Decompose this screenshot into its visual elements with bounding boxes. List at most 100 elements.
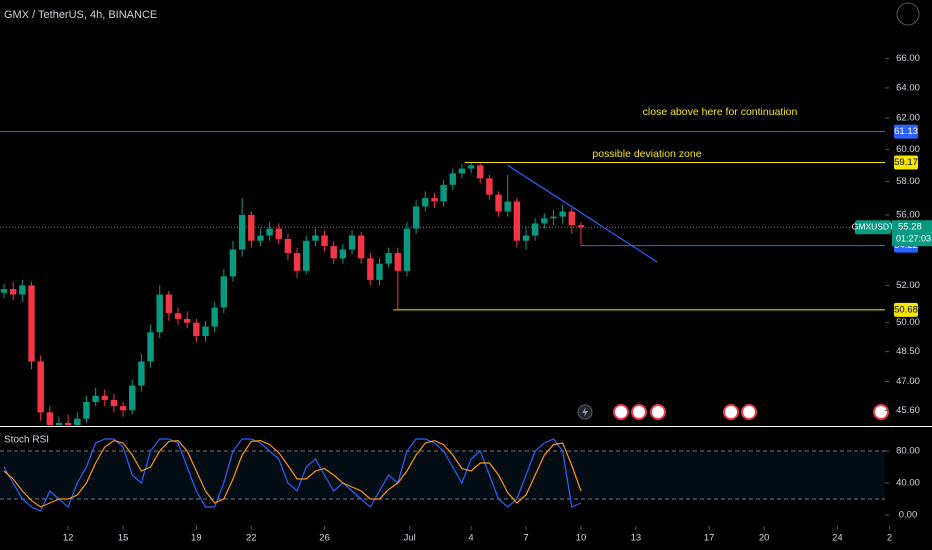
- x-tick-label: 22: [246, 533, 257, 544]
- x-tick-label: Jul: [404, 533, 416, 544]
- indicator-title: Stoch RSI: [4, 435, 49, 446]
- level-label-box: [894, 302, 918, 317]
- candle-body: [458, 168, 466, 174]
- candle-body: [422, 198, 429, 207]
- y-tick-label: 60.00: [896, 144, 920, 155]
- candle-body: [348, 235, 356, 250]
- candle-body: [412, 206, 420, 229]
- candle-body: [440, 184, 447, 202]
- x-tick-label: 4: [468, 533, 473, 544]
- candle-body: [257, 235, 264, 241]
- x-tick-label: 15: [118, 533, 129, 544]
- candle-body: [55, 422, 63, 425]
- candle-body: [495, 194, 502, 212]
- y-tick-label: 40.00: [896, 478, 920, 489]
- y-tick-label: 47.00: [896, 376, 920, 387]
- candle-body: [385, 253, 392, 264]
- candle-body: [229, 249, 237, 277]
- candle-body: [504, 201, 511, 212]
- candle-body: [467, 165, 475, 169]
- candle-body: [248, 214, 255, 241]
- candle-body: [211, 307, 218, 327]
- candle-body: [357, 235, 365, 259]
- candle-body: [568, 211, 576, 226]
- y-tick-label: 80.00: [896, 446, 920, 457]
- candle-body: [202, 326, 209, 337]
- y-tick-label: 64.00: [896, 82, 920, 93]
- x-tick-label: 2: [887, 533, 892, 544]
- candle-body: [238, 214, 246, 250]
- level-label-box: [894, 124, 918, 139]
- candle-body: [577, 225, 585, 228]
- y-tick-label: 52.00: [896, 280, 920, 291]
- stoch-band: [0, 451, 885, 499]
- candle-body: [522, 235, 530, 241]
- candle-body: [275, 228, 282, 239]
- x-tick-label: 24: [832, 533, 843, 544]
- candle-body: [119, 406, 127, 411]
- y-tick-label: 66.00: [896, 53, 920, 64]
- candle-body: [0, 289, 8, 293]
- candle-body: [19, 285, 26, 295]
- candle-body: [367, 258, 374, 280]
- candle-body: [147, 332, 154, 362]
- y-tick-label: 50.00: [896, 317, 920, 328]
- candle-body: [486, 178, 493, 195]
- candle-body: [28, 285, 35, 362]
- candle-body: [183, 318, 191, 323]
- y-tick-label: 58.00: [896, 176, 920, 187]
- candle-body: [266, 228, 273, 236]
- candle-body: [284, 238, 292, 254]
- candle-body: [138, 361, 145, 386]
- x-tick-label: 13: [631, 533, 642, 544]
- candle-body: [156, 294, 163, 333]
- candle-body: [303, 240, 310, 271]
- settings-icon[interactable]: [896, 2, 920, 26]
- candle-body: [403, 228, 411, 271]
- level-label-box: [894, 155, 918, 170]
- candle-body: [110, 399, 118, 407]
- candle-body: [74, 418, 81, 425]
- candle-body: [431, 198, 438, 202]
- candle-body: [83, 401, 90, 419]
- candle-body: [220, 276, 228, 308]
- price-label: 55.28: [898, 222, 922, 233]
- candle-body: [559, 211, 566, 217]
- x-tick-label: 19: [191, 533, 202, 544]
- candle-body: [193, 322, 200, 337]
- symbol-label: GMXUSDT: [852, 221, 895, 231]
- candle-body: [376, 263, 383, 280]
- candle-body: [312, 235, 319, 241]
- x-tick-label: 26: [319, 533, 330, 544]
- event-icons: [577, 404, 889, 420]
- candle-body: [174, 313, 182, 319]
- countdown-label: 01:27:03: [896, 234, 931, 244]
- trend-line: [507, 164, 658, 263]
- y-tick-label: 45.60: [896, 405, 920, 416]
- candle-body: [541, 218, 548, 224]
- annotation: close above here for continuation: [643, 106, 798, 118]
- candle-body: [165, 294, 173, 314]
- level-label: 50.68: [894, 304, 918, 315]
- candle-body: [129, 385, 136, 411]
- symbol-box: [855, 220, 891, 235]
- x-tick-label: 7: [523, 533, 528, 544]
- x-tick-label: 20: [759, 533, 770, 544]
- x-tick-label: 12: [63, 533, 74, 544]
- x-tick-label: 10: [576, 533, 587, 544]
- y-tick-label: 0.00: [899, 510, 918, 521]
- price-box: [892, 220, 932, 247]
- candle-body: [449, 173, 456, 185]
- candle-body: [330, 245, 337, 259]
- y-tick-label: 56.00: [896, 209, 920, 220]
- y-tick-label: 62.00: [896, 113, 920, 124]
- candle-body: [46, 412, 54, 425]
- candle-body: [339, 249, 347, 259]
- candle-body: [477, 165, 484, 179]
- candle-body: [64, 422, 72, 425]
- candle-body: [394, 253, 402, 271]
- candle-body: [550, 216, 557, 219]
- candle-body: [101, 395, 108, 400]
- annotation: possible deviation zone: [592, 148, 701, 160]
